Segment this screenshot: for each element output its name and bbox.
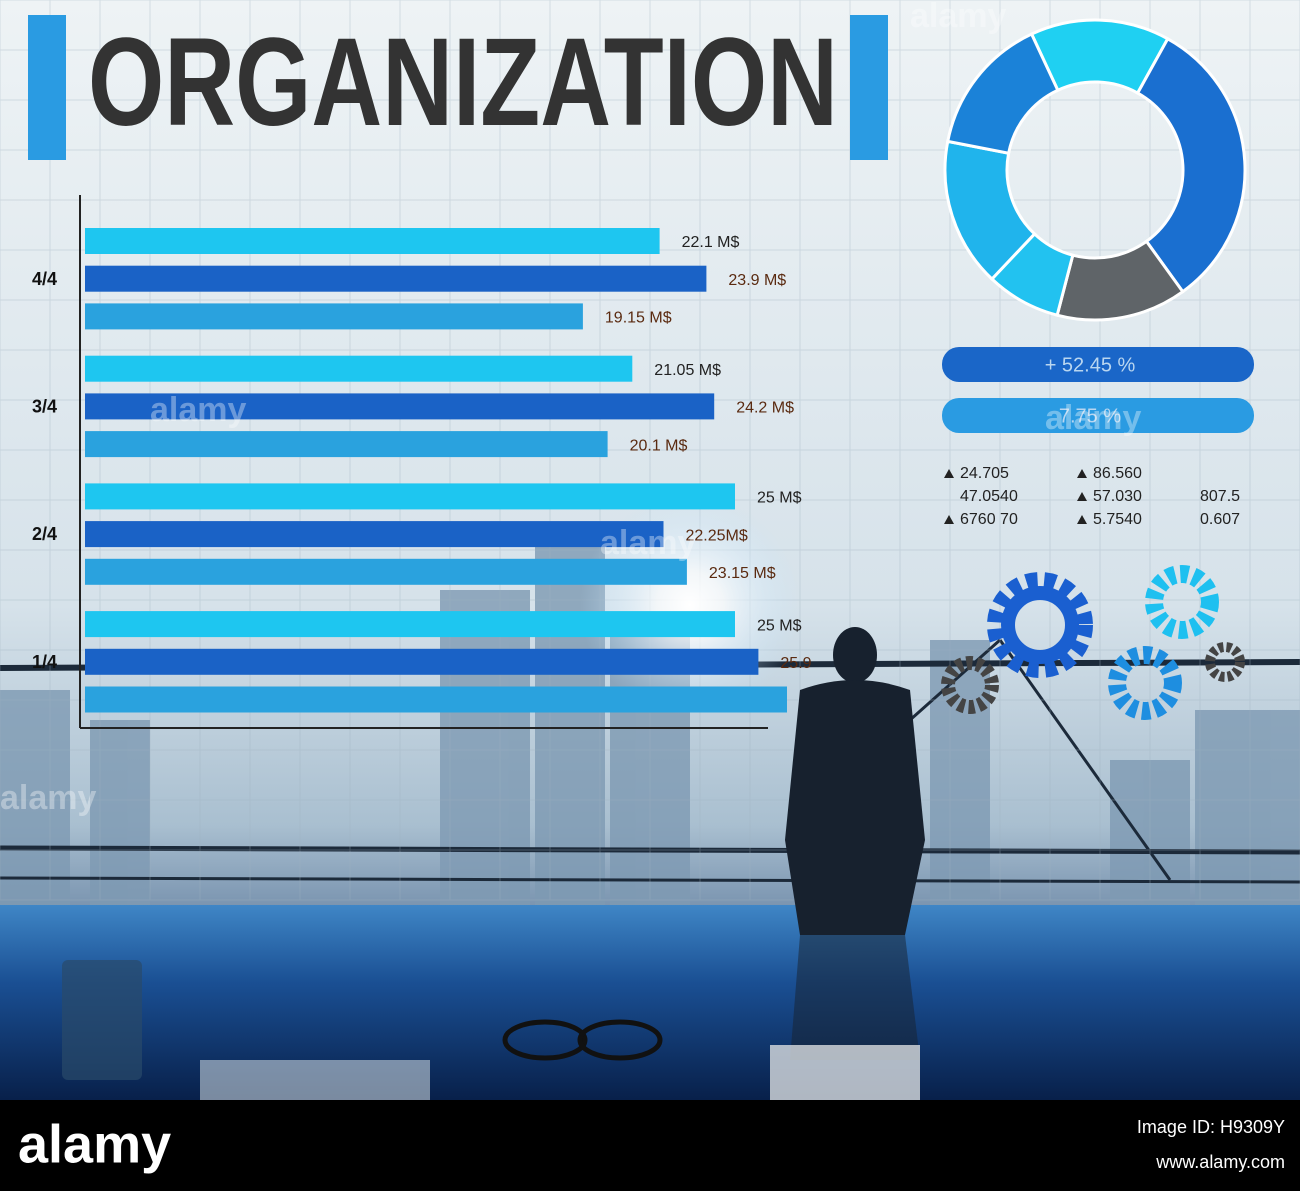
value-label: 24.2 M$ (736, 400, 794, 417)
bar (85, 355, 633, 382)
bar (85, 611, 735, 638)
stat-value: 6760 70 (960, 511, 1018, 528)
category-label: 3/4 (32, 396, 57, 416)
stat-pill (942, 398, 1254, 433)
footer (0, 1100, 1300, 1191)
bar (85, 648, 759, 675)
donut-slice (1135, 36, 1247, 294)
up-triangle (944, 469, 954, 478)
desk (0, 905, 1300, 1100)
value-label: 23.15 M$ (709, 565, 776, 582)
watermark: alamy (150, 391, 246, 429)
up-triangle (944, 515, 954, 524)
bar (85, 431, 608, 458)
value-label: 25 M$ (757, 490, 802, 507)
stat-value: 807.5 (1200, 488, 1240, 505)
bar (85, 228, 660, 254)
image-id: Image ID: H9309Y (1137, 1117, 1285, 1137)
watermark: alamy (1045, 399, 1141, 437)
donut-slice (945, 32, 1060, 155)
watermark: alamy (910, 0, 1006, 35)
stat-pill-label: + 52.45 % (1045, 354, 1136, 376)
watermark: alamy (600, 524, 696, 562)
value-label: 19.15 M$ (605, 310, 672, 327)
bar (85, 265, 707, 292)
person (785, 627, 925, 1060)
stat-pill (942, 347, 1254, 382)
stat-value: 24.705 (960, 465, 1009, 482)
bar (85, 393, 715, 420)
stat-value: 86.560 (1093, 465, 1142, 482)
watermarks: alamy alamy alamy alamy alamy (0, 0, 1141, 817)
value-label: 25.9 (780, 655, 811, 672)
value-label: 23.9 M$ (728, 272, 786, 289)
category-label: 1/4 (32, 652, 57, 672)
up-triangle (1077, 469, 1087, 478)
value-label: 20.1 M$ (630, 437, 688, 454)
bar (85, 521, 664, 548)
stat-value: 57.030 (1093, 488, 1142, 505)
bar (85, 483, 735, 510)
value-label: 21.05 M$ (654, 362, 721, 379)
value-label: 22.25M$ (686, 527, 748, 544)
up-triangle (1077, 492, 1087, 501)
footer-logo: alamy (18, 1114, 171, 1174)
bar (85, 686, 787, 713)
gears (941, 565, 1245, 720)
desk-items (62, 960, 920, 1100)
stat-value: 0.607 (1200, 511, 1240, 528)
title: ORGANIZATION (88, 13, 838, 152)
stat-pill-label: 7.75 % (1059, 405, 1121, 427)
category-label: 4/4 (32, 269, 57, 289)
footer-url: www.alamy.com (1155, 1152, 1285, 1172)
stat-value: 5.7540 (1093, 511, 1142, 528)
value-label: 22.1 M$ (682, 234, 740, 251)
category-label: 2/4 (32, 524, 57, 544)
up-triangle (1077, 515, 1087, 524)
stat-value: 47.0540 (960, 488, 1018, 505)
bar (85, 558, 687, 585)
axes (79, 195, 768, 729)
watermark: alamy (0, 779, 96, 817)
bar (85, 303, 583, 330)
value-label: 25 M$ (757, 617, 802, 634)
title-decor (28, 15, 888, 160)
